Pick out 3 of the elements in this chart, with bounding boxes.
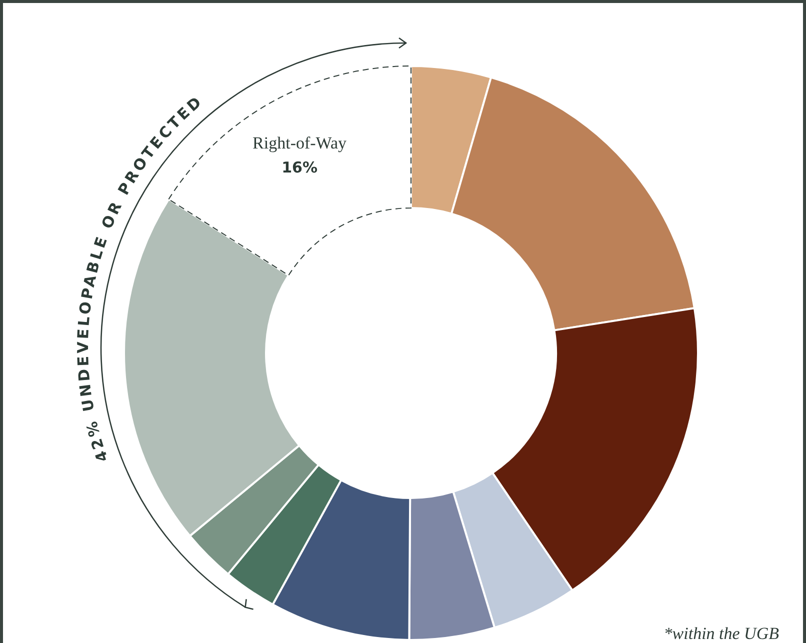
text: *within the UGB (664, 624, 780, 643)
data-label: 16% (282, 158, 318, 176)
slice-label: Right-of-Way (252, 133, 348, 152)
